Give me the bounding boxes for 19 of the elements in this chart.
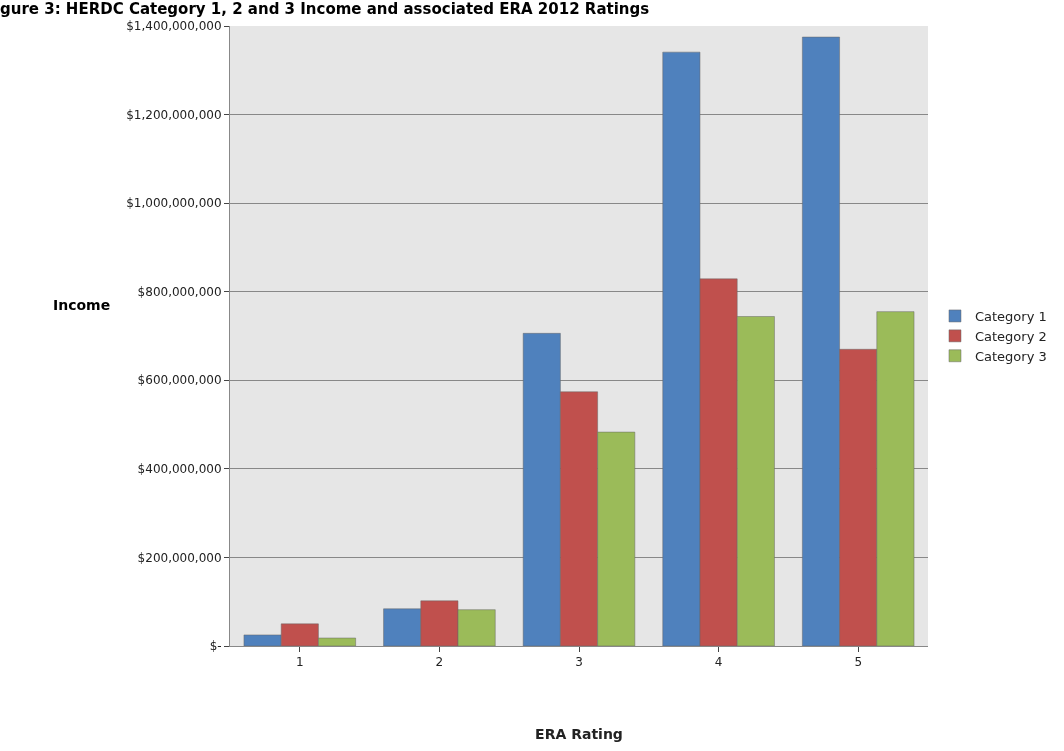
- x-axis-title: ERA Rating: [535, 725, 623, 742]
- chart-title: gure 3: HERDC Category 1, 2 and 3 Income and associated ERA 2012 Ratings: [0, 0, 650, 19]
- y-tick-label: $1,400,000,000: [126, 19, 222, 34]
- y-tick-label: $1,200,000,000: [126, 107, 222, 122]
- x-tick-label: 5: [854, 655, 863, 670]
- y-tick-label: $200,000,000: [137, 550, 222, 565]
- y-tick-label: $400,000,000: [137, 462, 222, 477]
- y-tick-label: $600,000,000: [137, 373, 222, 388]
- y-tick-label: $800,000,000: [137, 284, 222, 299]
- legend-label: Category 1: [974, 309, 1047, 325]
- y-tick-label: $-: [209, 639, 222, 654]
- x-tick-label: 2: [435, 655, 444, 670]
- legend-label: Category 3: [974, 348, 1047, 364]
- y-tick-label: $1,000,000,000: [126, 196, 222, 211]
- legend-label: Category 2: [974, 328, 1047, 344]
- x-tick-label: 4: [714, 655, 723, 670]
- x-tick-label: 1: [295, 655, 304, 670]
- x-tick-label: 3: [575, 655, 583, 670]
- y-axis-title: Income: [53, 297, 111, 313]
